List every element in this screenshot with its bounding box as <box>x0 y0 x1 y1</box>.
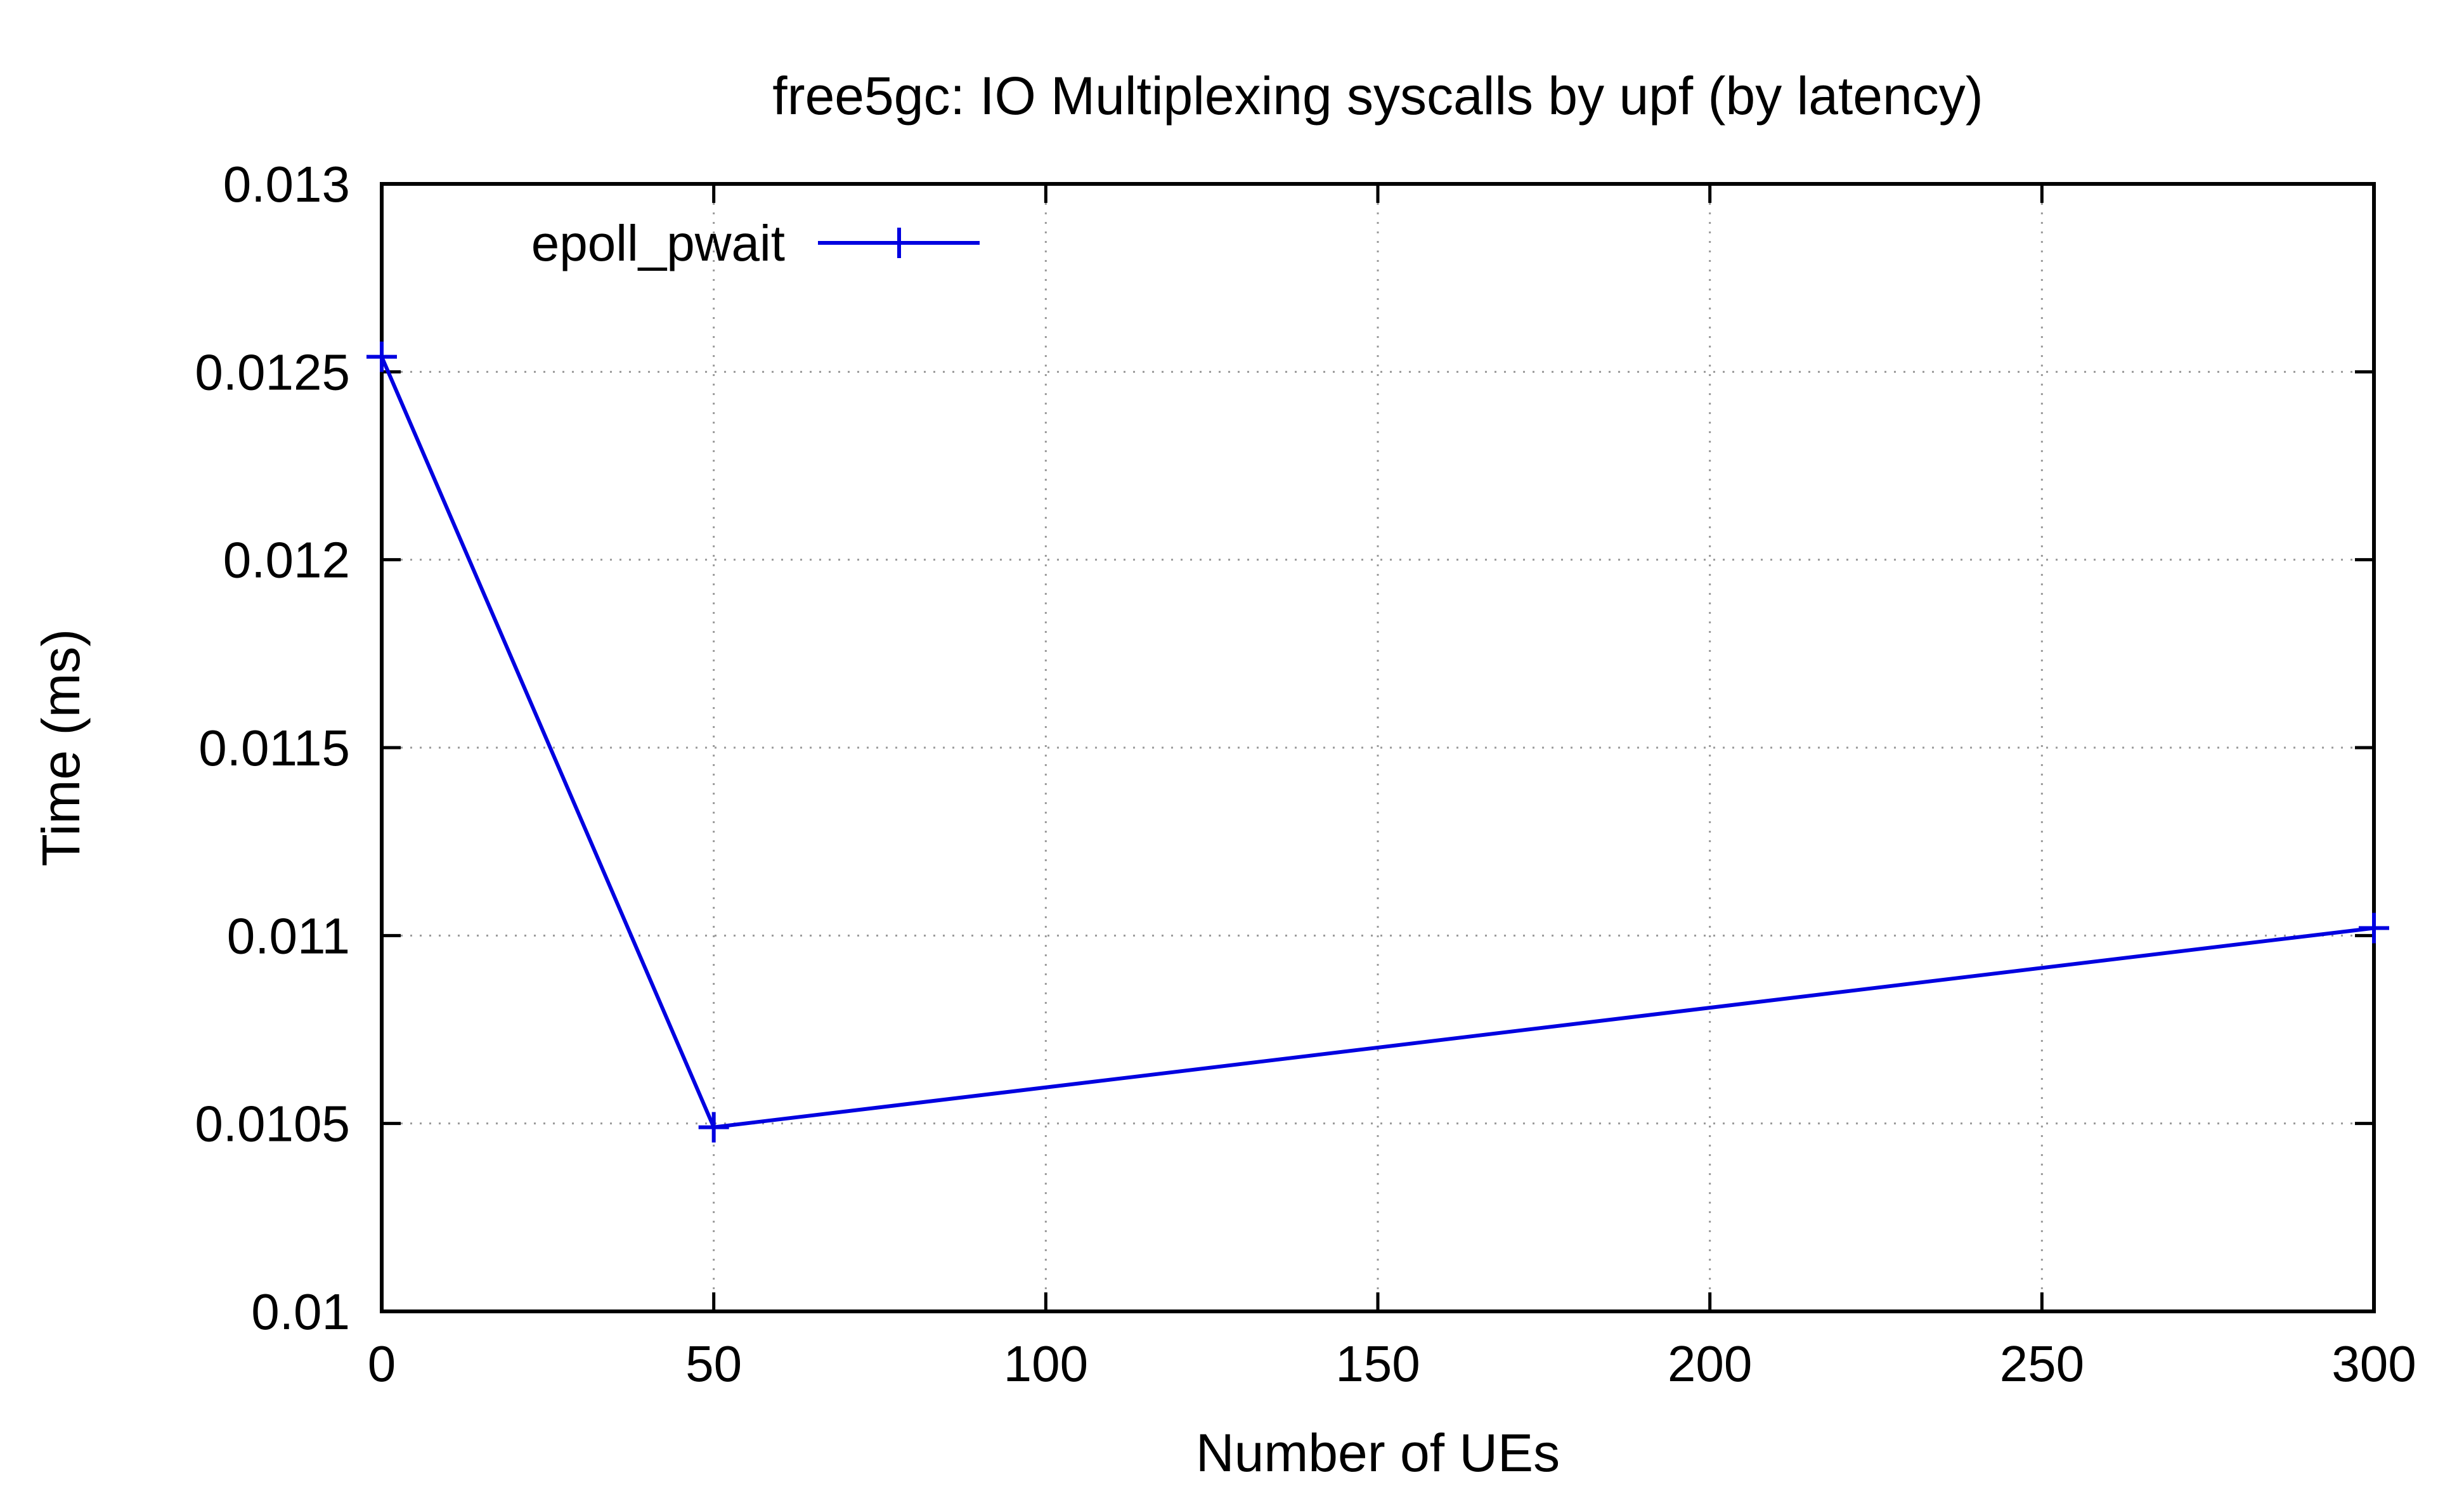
legend-marker-plus <box>884 228 914 258</box>
x-tick-label: 100 <box>1004 1335 1088 1392</box>
y-tick-label: 0.012 <box>223 532 350 588</box>
x-tick-label: 50 <box>685 1335 742 1392</box>
y-tick-label: 0.0125 <box>195 344 350 400</box>
y-tick-label: 0.01 <box>251 1283 350 1340</box>
chart-title: free5gc: IO Multiplexing syscalls by upf… <box>772 66 1983 126</box>
data-point <box>2359 913 2389 944</box>
data-point <box>698 1112 729 1143</box>
grid-lines <box>382 184 2374 1311</box>
y-tick-label: 0.011 <box>227 907 350 964</box>
x-tick-label: 0 <box>368 1335 396 1392</box>
tick-labels: 0 50 100 150 200 250 300 0.01 0.0105 0.011 0.0115 0… <box>195 156 2416 1392</box>
x-tick-label: 250 <box>2000 1335 2084 1392</box>
y-axis-label: Time (ms) <box>31 629 91 867</box>
x-axis-label: Number of UEs <box>1196 1423 1560 1483</box>
data-point <box>366 341 397 372</box>
x-tick-label: 300 <box>2331 1335 2416 1392</box>
x-tick-label: 200 <box>1668 1335 1752 1392</box>
y-tick-label: 0.0105 <box>195 1096 350 1152</box>
y-tick-label: 0.0115 <box>198 720 350 776</box>
x-tick-label: 150 <box>1335 1335 1420 1392</box>
legend-label-epoll-pwait: epoll_pwait <box>531 215 785 271</box>
legend: epoll_pwait <box>531 215 980 271</box>
y-tick-label: 0.013 <box>223 156 350 212</box>
plot-frame <box>380 182 2376 1313</box>
series-layer <box>366 341 2389 1143</box>
